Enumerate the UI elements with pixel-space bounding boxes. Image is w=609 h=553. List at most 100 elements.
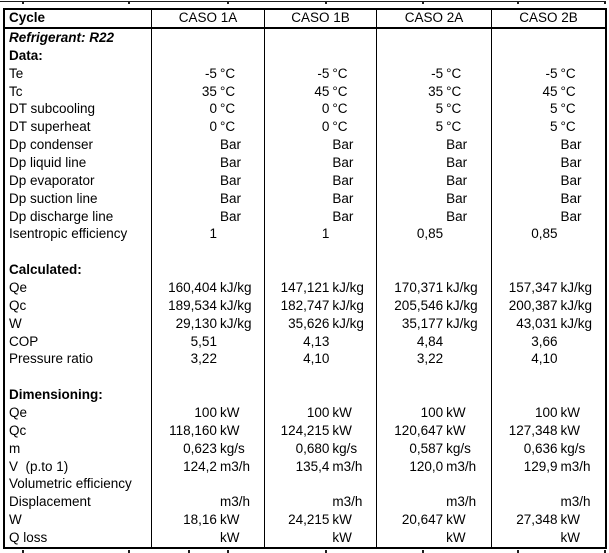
value-number: 5 — [435, 119, 444, 135]
value-cell: 35 °C — [152, 82, 265, 101]
row-label: Displacement — [5, 493, 152, 512]
value-cell — [492, 475, 605, 493]
value-number: 0,85 — [531, 226, 558, 242]
value-number: 120,0 — [409, 458, 444, 474]
value-number — [492, 190, 558, 208]
value-cell: 35 °C — [377, 82, 492, 101]
value-unit — [443, 243, 446, 261]
value-cell — [492, 243, 605, 261]
value-number — [265, 261, 329, 279]
row-label: Qc — [5, 296, 152, 315]
value-number: 124,215 — [280, 422, 330, 438]
value-unit — [443, 47, 446, 65]
value-number: 18,16 — [183, 512, 217, 528]
value-cell: -5 °C — [377, 64, 492, 83]
value-unit — [443, 29, 446, 47]
value-unit: Bar — [219, 155, 241, 171]
cycle-comparison-table: Cycle CASO 1A CASO 1B CASO 2A CASO 2B Re… — [3, 8, 607, 549]
table-row: Dp discharge line Bar Bar Bar Bar — [5, 207, 605, 226]
value-unit — [217, 368, 220, 386]
row-label — [5, 243, 152, 262]
value-unit: kJ/kg — [219, 297, 252, 313]
value-cell: 4,10 — [265, 350, 377, 369]
value-number: 0,587 — [409, 440, 444, 456]
value-cell: kW — [377, 529, 492, 547]
cropped-border-stub — [517, 1, 519, 4]
value-unit: °C — [332, 65, 348, 81]
value-number: 0 — [209, 119, 217, 135]
value-number: 45 — [542, 83, 558, 99]
value-unit: °C — [332, 119, 348, 135]
table-row: Qe 100 kW 100 kW 100 kW 100 kW — [5, 404, 605, 422]
value-cell: Bar — [152, 136, 265, 155]
value-number — [492, 386, 558, 404]
value-unit — [443, 350, 446, 368]
value-unit — [558, 29, 561, 47]
value-unit — [443, 368, 446, 386]
table-row: Qc 118,160 kW 124,215 kW 120,647 kW 127,348 kW — [5, 421, 605, 440]
value-number — [265, 475, 329, 493]
value-unit: Bar — [219, 172, 241, 188]
row-label: Dp liquid line — [5, 154, 152, 172]
value-cell — [265, 386, 377, 405]
column-header-caso-1a: CASO 1A — [152, 10, 265, 27]
value-unit: Bar — [446, 137, 468, 153]
value-cell: 129,9 m3/h — [492, 458, 605, 476]
value-number — [152, 493, 217, 511]
row-label: Qe — [5, 279, 152, 297]
header-cycle: Cycle — [5, 10, 152, 27]
value-number — [377, 136, 443, 154]
value-unit — [558, 47, 561, 65]
value-cell: 4,10 — [492, 350, 605, 368]
value-cell: Bar — [492, 136, 605, 154]
value-unit: kW — [560, 405, 581, 421]
value-number — [377, 368, 443, 386]
value-cell: 18,16 kW — [152, 511, 265, 530]
value-unit: Bar — [446, 190, 468, 206]
value-unit — [443, 225, 446, 243]
value-unit: kJ/kg — [446, 315, 478, 331]
table-row: Calculated: — [5, 261, 605, 280]
value-number: 35 — [428, 83, 444, 99]
value-number: 0 — [209, 101, 217, 117]
table-row: Refrigerant: R22 — [5, 29, 605, 47]
value-cell: 45 °C — [492, 83, 605, 101]
value-number: -5 — [545, 65, 558, 81]
value-number: 100 — [306, 405, 330, 421]
value-cell: 170,371 kJ/kg — [377, 279, 492, 297]
value-number: 3,22 — [416, 351, 444, 367]
value-cell: 0 °C — [265, 100, 377, 119]
value-number: 1 — [321, 226, 330, 242]
value-unit: kW — [446, 405, 466, 421]
value-cell — [265, 46, 377, 65]
value-number — [492, 47, 558, 65]
value-number — [265, 47, 329, 65]
row-label: Dimensioning: — [5, 386, 152, 405]
value-cell: Bar — [152, 154, 265, 172]
value-cell: Bar — [265, 171, 377, 190]
value-unit: kW — [560, 530, 581, 546]
value-cell: 0,85 — [377, 225, 492, 244]
table-row: Qe 160,404 kJ/kg 147,121 kJ/kg 170,371 kJ/kg 15… — [5, 279, 605, 297]
value-cell: Bar — [377, 136, 492, 155]
value-unit: kW — [219, 422, 240, 438]
value-number — [377, 529, 443, 547]
value-cell: Bar — [492, 172, 605, 190]
cropped-border-stub — [22, 1, 24, 4]
cropped-table-top-artifact — [0, 1, 606, 2]
value-cell — [492, 47, 605, 65]
value-number: -5 — [431, 65, 444, 81]
value-unit — [329, 261, 332, 279]
value-number — [152, 136, 217, 154]
value-number — [265, 190, 329, 208]
value-unit: kJ/kg — [332, 297, 364, 313]
value-cell — [377, 46, 492, 65]
value-unit: kJ/kg — [219, 315, 252, 331]
value-number: 35,177 — [401, 315, 444, 331]
value-cell: 5 °C — [492, 100, 605, 118]
value-unit: Bar — [332, 172, 354, 188]
row-label: DT superheat — [5, 118, 152, 137]
value-number — [265, 493, 329, 511]
value-unit: kW — [446, 512, 466, 528]
value-number: 45 — [314, 83, 330, 99]
